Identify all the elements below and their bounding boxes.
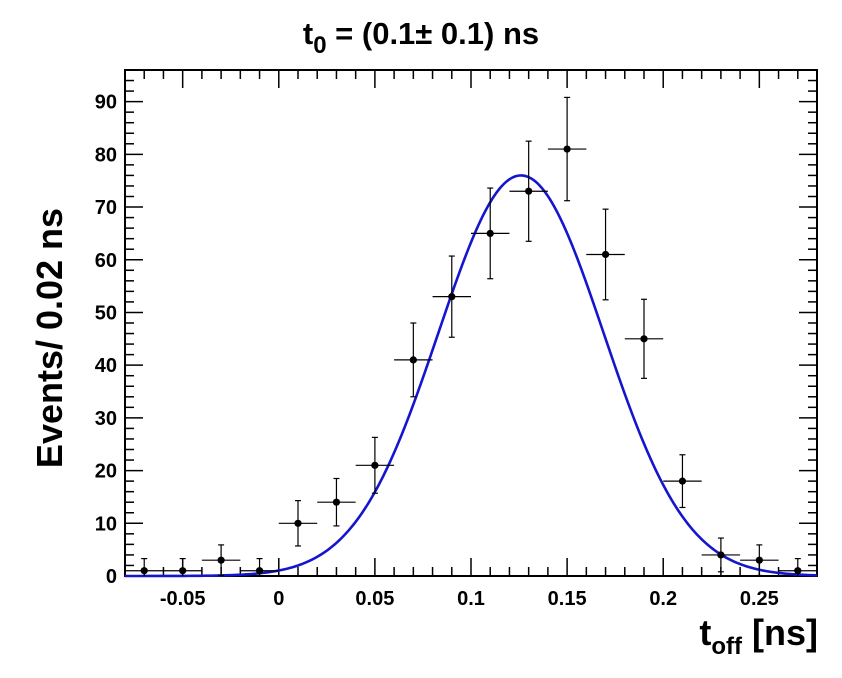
data-marker	[217, 556, 225, 564]
data-marker	[755, 556, 763, 564]
data-point	[317, 477, 356, 527]
y-tick-label: 0	[106, 566, 117, 588]
data-marker	[717, 551, 725, 559]
data-marker	[255, 567, 264, 575]
x-tick-label: 0.05	[355, 588, 394, 610]
data-point	[509, 140, 548, 242]
x-axis-label: toff [ns]	[699, 612, 818, 660]
data-point	[432, 255, 471, 338]
data-point	[163, 558, 202, 576]
data-marker	[563, 145, 571, 153]
data-marker	[486, 229, 494, 237]
data-marker	[294, 519, 302, 527]
data-marker	[409, 356, 417, 364]
data-point	[624, 298, 664, 379]
data-marker	[332, 498, 341, 506]
y-tick-label: 40	[95, 355, 117, 377]
gaussian-fit-curve	[125, 174, 818, 578]
y-tick-label: 70	[95, 197, 117, 219]
x-tick-label: 0.1	[457, 588, 485, 610]
data-point	[586, 208, 625, 301]
y-tick-label: 10	[95, 513, 117, 535]
x-tick-label: 0.15	[548, 588, 587, 610]
y-axis-ticks	[125, 69, 817, 577]
data-point	[355, 436, 395, 494]
chart-title: t0 = (0.1± 0.1) ns	[302, 16, 540, 59]
data-marker	[794, 567, 802, 575]
y-axis-label: Events/ 0.02 ns	[29, 207, 70, 469]
data-point	[201, 544, 241, 577]
y-tick-label: 60	[95, 250, 117, 272]
plot-frame	[124, 69, 818, 577]
data-point	[547, 96, 587, 202]
data-point	[740, 544, 779, 577]
data-point	[125, 558, 164, 576]
x-axis-ticks	[124, 70, 818, 576]
data-marker	[179, 567, 187, 575]
data-marker	[371, 461, 379, 469]
y-tick-label: 90	[95, 92, 117, 114]
data-marker	[601, 250, 610, 259]
y-tick-label: 80	[95, 144, 117, 166]
x-tick-label: 0.25	[740, 588, 779, 610]
x-tick-label: 0.2	[649, 588, 677, 610]
data-point	[471, 187, 510, 280]
x-tick-label: -0.05	[160, 588, 206, 610]
y-tick-label: 20	[95, 461, 117, 483]
data-point	[663, 454, 702, 509]
x-tick-label: 0	[273, 588, 284, 610]
data-point	[278, 500, 318, 547]
data-marker	[640, 335, 648, 343]
data-points	[125, 96, 817, 577]
data-point	[240, 558, 279, 576]
y-tick-labels: 0 10 20 30 40 50 60 70 80 90	[95, 92, 117, 588]
data-marker	[140, 567, 148, 575]
data-marker	[525, 187, 533, 195]
data-marker	[448, 293, 456, 301]
x-tick-labels: -0.05 0 0.05 0.1 0.15 0.2 0.25	[160, 588, 779, 610]
y-tick-label: 30	[95, 408, 117, 430]
data-point	[701, 537, 741, 573]
y-tick-label: 50	[95, 302, 117, 324]
data-point	[394, 322, 433, 398]
data-marker	[678, 477, 687, 485]
data-point	[778, 558, 817, 576]
